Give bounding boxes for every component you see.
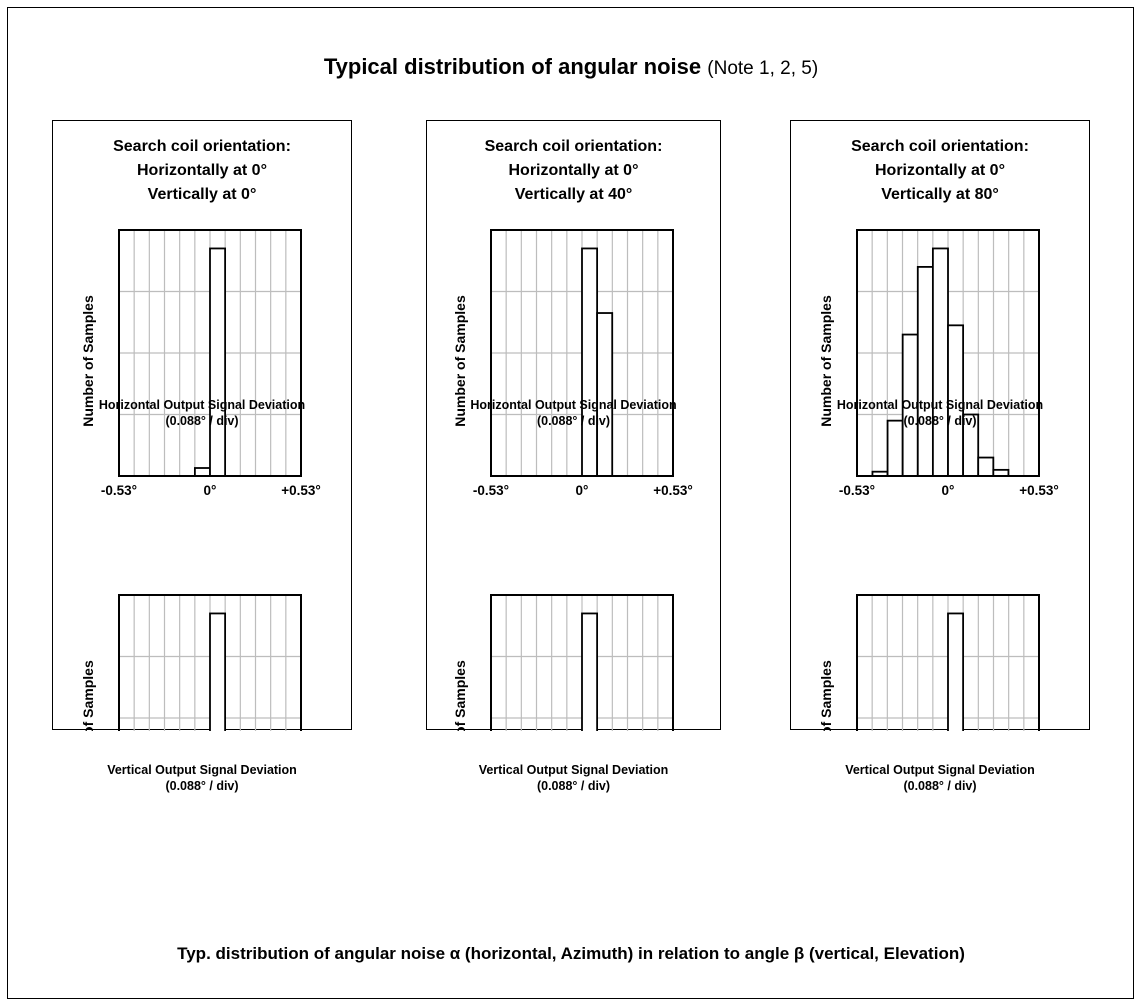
heading-line-3: Vertically at 0° [147,186,257,203]
y-axis-label: Number of Samples [818,660,834,731]
y-axis-label: Number of Samples [452,660,468,731]
tick-label: +0.53° [1019,483,1059,498]
panel-vertical-40: Search coil orientation: Horizontally at… [426,120,721,793]
heading-line-3: Vertically at 80° [881,186,999,203]
histogram-bar [581,612,599,731]
plot-frame [490,594,674,731]
panel-heading: Search coil orientation: Horizontally at… [53,135,351,207]
histogram-svg: -0.53° 0° +0.53° Number of Samples [818,229,1059,498]
histogram-bar [947,612,965,731]
plot-frame [856,229,1040,477]
plot-frame [490,229,674,477]
x-axis-title: Horizontal Output Signal Deviation [836,398,1044,412]
y-axis-label: Number of Samples [80,660,96,731]
x-axis-title: Horizontal Output Signal Deviation [470,398,677,412]
y-axis-label: Number of Samples [818,295,834,427]
heading-line-2: Horizontally at 0° [137,162,267,179]
heading-line-1: Search coil orientation: [113,138,291,155]
tick-label: -0.53° [839,483,875,498]
heading-line-1: Search coil orientation: [851,138,1029,155]
tick-label: +0.53° [653,483,693,498]
x-axis-unit: (0.088° / div) [536,779,611,793]
x-axis-title: Vertical Output Signal Deviation [107,763,297,777]
x-axis-title: Horizontal Output Signal Deviation [98,398,306,412]
figure-caption: Typ. distribution of angular noise α (ho… [177,944,965,963]
heading-line-2: Horizontally at 0° [508,162,639,179]
tick-label: -0.53° [101,483,137,498]
panel-vertical-0: Search coil orientation: Horizontally at… [52,120,352,793]
x-axis-title: Vertical Output Signal Deviation [845,763,1035,777]
tick-label: +0.53° [281,483,321,498]
x-axis-label-horizontal: Horizontal Output Signal Deviation (0.08… [791,397,1089,429]
histogram-vertical: -0.53° 0° +0.53° Number of Samples [427,121,720,731]
x-axis-unit: (0.088° / div) [165,779,239,793]
title-main: Typical distribution of angular noise [323,54,702,79]
y-axis-label: Number of Samples [80,295,96,427]
x-axis-label-horizontal: Horizontal Output Signal Deviation (0.08… [53,397,351,429]
plot-frame [118,229,302,477]
page-title: Typical distribution of angular noise (N… [0,54,1142,80]
y-axis-label: Number of Samples [452,295,468,427]
title-note: (Note 1, 2, 5) [707,58,819,79]
x-axis-unit: (0.088° / div) [165,414,239,428]
panel-heading: Search coil orientation: Horizontally at… [427,135,720,207]
histogram-svg: -0.53°0°+0.53°Number of Samples [452,594,674,731]
histogram-svg: -0.53° 0° +0.53° Number of Samples [452,229,693,498]
tick-label: 0° [576,483,589,498]
plot-frame [856,594,1040,731]
histogram-horizontal: -0.53° 0° +0.53° Number of Samples [427,121,720,729]
plot-frame [118,594,302,731]
panel-heading: Search coil orientation: Horizontally at… [791,135,1089,207]
histogram-svg: -0.53°0°+0.53°Number of Samples [80,594,302,731]
heading-line-2: Horizontally at 0° [875,162,1005,179]
heading-line-1: Search coil orientation: [484,138,663,155]
histogram-horizontal: -0.53° 0° +0.53° Number of Samples [53,121,351,729]
histogram-svg: -0.53° 0° +0.53° Number of Samples [80,229,321,498]
panel-vertical-80: Search coil orientation: Horizontally at… [790,120,1090,793]
tick-label: 0° [204,483,217,498]
x-axis-unit: (0.088° / div) [536,414,611,428]
histogram-bar [209,612,227,731]
outer-frame [7,7,1134,999]
histogram-vertical: -0.53° 0° +0.53° Number of Samples [53,121,351,731]
x-axis-label-horizontal: Horizontal Output Signal Deviation (0.08… [427,397,720,429]
tick-label: -0.53° [473,483,509,498]
histogram-horizontal: -0.53° 0° +0.53° Number of Samples [791,121,1089,729]
x-axis-unit: (0.088° / div) [903,414,977,428]
heading-line-3: Vertically at 40° [514,186,633,203]
x-axis-unit: (0.088° / div) [903,779,977,793]
histogram-vertical: -0.53° 0° +0.53° Number of Samples [791,121,1089,731]
x-axis-label-vertical: Vertical Output Signal Deviation (0.088°… [427,762,720,794]
histogram-svg: -0.53°0°+0.53°Number of Samples [818,594,1040,731]
x-axis-label-vertical: Vertical Output Signal Deviation (0.088°… [791,762,1089,794]
tick-label: 0° [942,483,955,498]
x-axis-label-vertical: Vertical Output Signal Deviation (0.088°… [53,762,351,794]
x-axis-title: Vertical Output Signal Deviation [478,763,669,777]
